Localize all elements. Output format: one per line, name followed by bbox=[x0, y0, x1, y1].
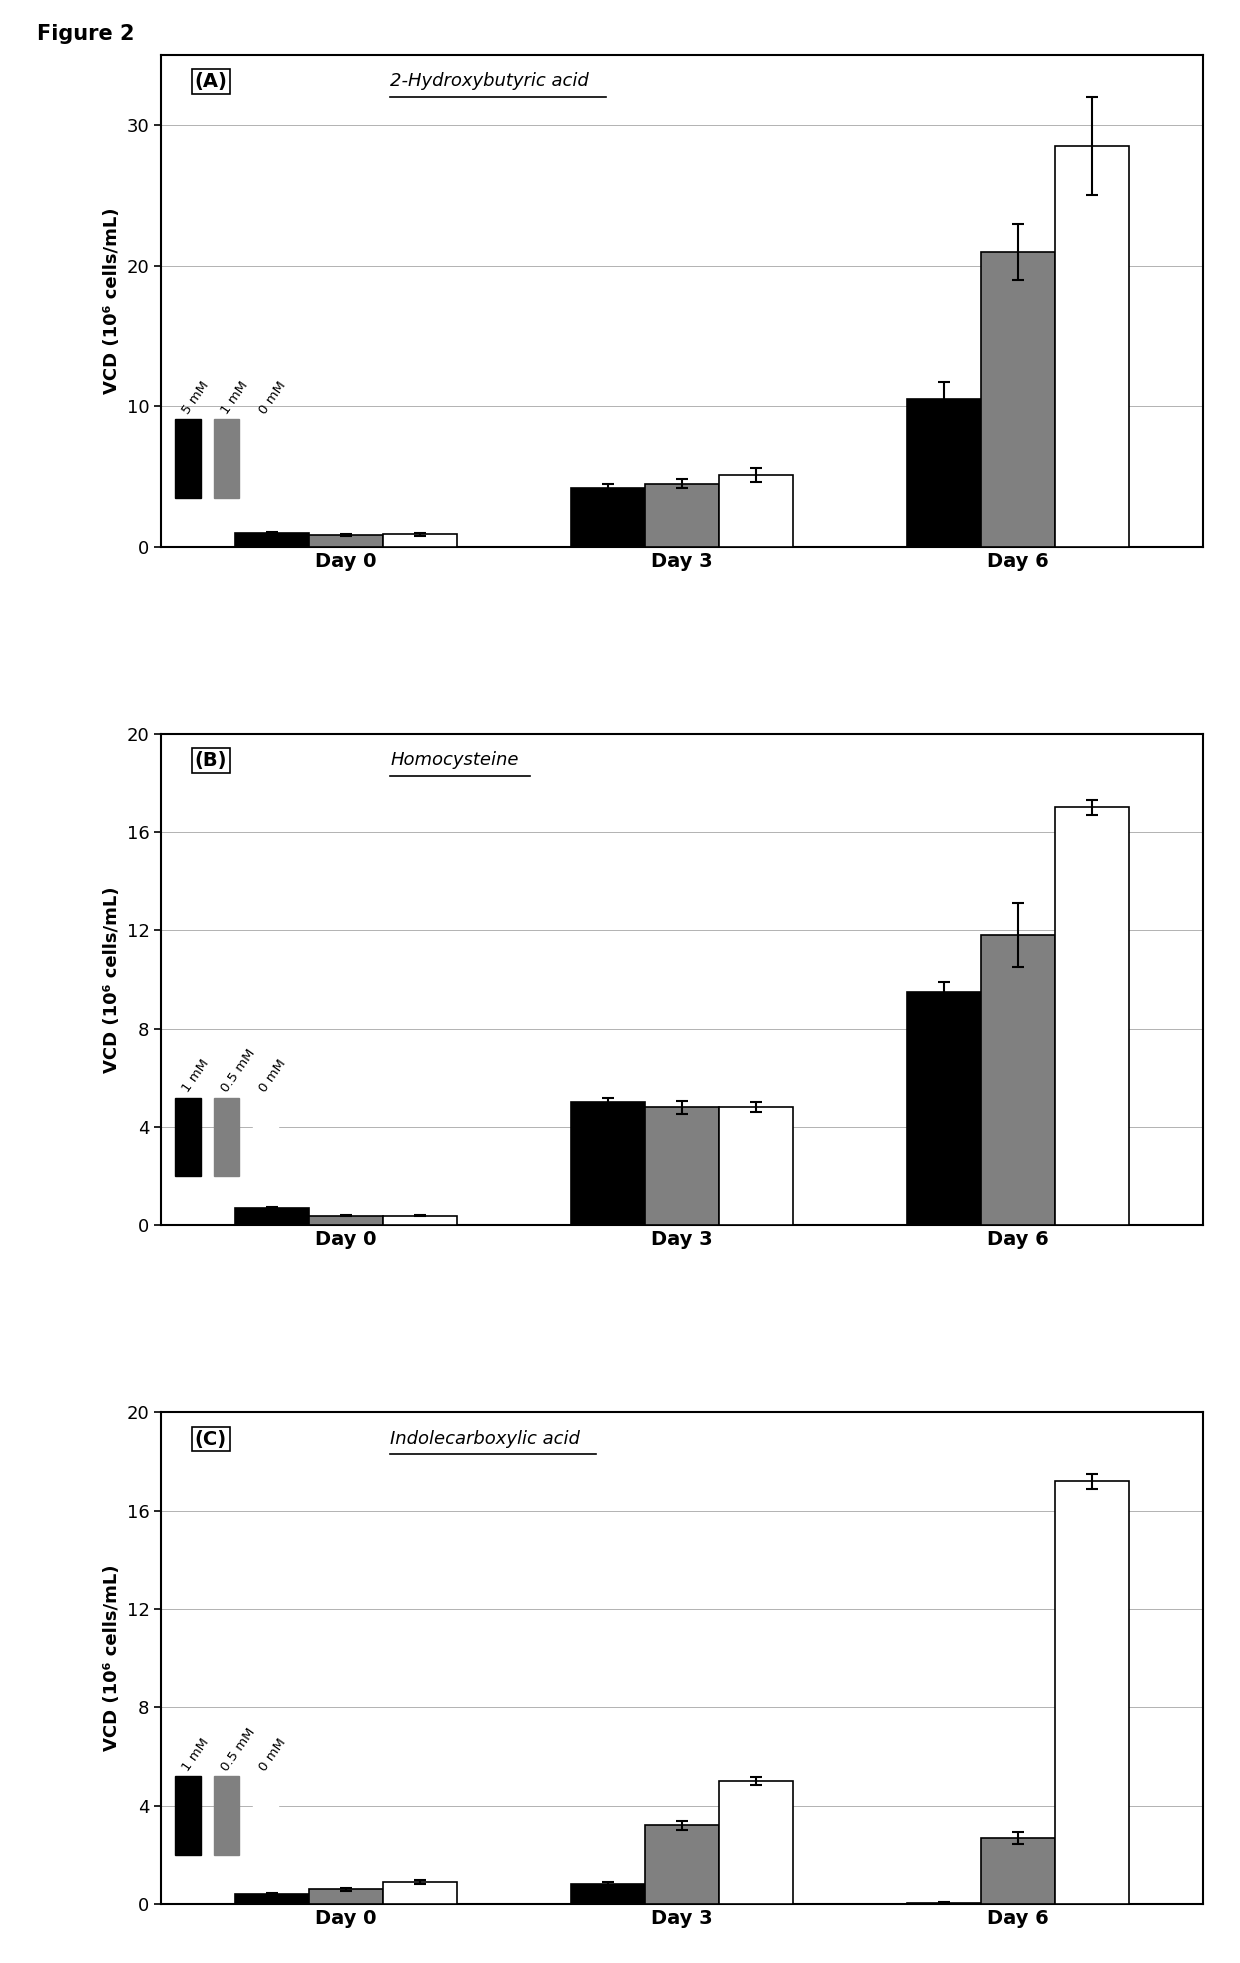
Bar bbox=[215, 1097, 239, 1176]
Bar bbox=[309, 534, 383, 548]
Text: 0.5 mM: 0.5 mM bbox=[218, 1725, 258, 1775]
Bar bbox=[176, 1097, 201, 1176]
Bar bbox=[383, 1883, 456, 1904]
Bar bbox=[645, 483, 719, 548]
Bar bbox=[309, 1888, 383, 1904]
Bar bbox=[908, 398, 981, 548]
Bar bbox=[981, 934, 1055, 1225]
Y-axis label: VCD (10⁶ cells/mL): VCD (10⁶ cells/mL) bbox=[103, 208, 122, 395]
Y-axis label: VCD (10⁶ cells/mL): VCD (10⁶ cells/mL) bbox=[103, 885, 122, 1074]
Bar bbox=[253, 1097, 278, 1176]
Bar bbox=[572, 487, 645, 548]
Bar bbox=[383, 1215, 456, 1225]
Text: 1 mM: 1 mM bbox=[180, 1735, 212, 1775]
Bar bbox=[719, 475, 792, 548]
Text: 0 mM: 0 mM bbox=[257, 379, 289, 416]
Bar bbox=[253, 418, 278, 497]
Bar bbox=[645, 1826, 719, 1904]
Text: 0 mM: 0 mM bbox=[257, 1735, 289, 1775]
Text: 5 mM: 5 mM bbox=[180, 379, 212, 416]
Bar bbox=[1055, 807, 1128, 1225]
Bar bbox=[981, 1837, 1055, 1904]
Text: (A): (A) bbox=[195, 73, 227, 90]
Bar bbox=[236, 1894, 309, 1904]
Bar bbox=[572, 1884, 645, 1904]
Text: Figure 2: Figure 2 bbox=[37, 24, 135, 43]
Bar bbox=[253, 1777, 278, 1855]
Text: 0.5 mM: 0.5 mM bbox=[218, 1046, 258, 1095]
Text: 1 mM: 1 mM bbox=[180, 1058, 212, 1095]
Bar bbox=[645, 1107, 719, 1225]
Bar bbox=[309, 1215, 383, 1225]
Bar bbox=[1055, 1482, 1128, 1904]
Text: 0 mM: 0 mM bbox=[257, 1058, 289, 1095]
Bar bbox=[176, 1777, 201, 1855]
Bar bbox=[383, 534, 456, 548]
Bar bbox=[236, 532, 309, 548]
Bar bbox=[981, 251, 1055, 548]
Bar bbox=[719, 1780, 792, 1904]
Text: (B): (B) bbox=[195, 752, 227, 769]
Bar bbox=[908, 991, 981, 1225]
Text: (C): (C) bbox=[195, 1429, 227, 1449]
Text: Homocysteine: Homocysteine bbox=[391, 752, 518, 769]
Bar bbox=[215, 418, 239, 497]
Bar bbox=[236, 1207, 309, 1225]
Bar bbox=[176, 418, 201, 497]
Bar bbox=[1055, 147, 1128, 548]
Bar bbox=[572, 1103, 645, 1225]
Text: 1 mM: 1 mM bbox=[218, 379, 250, 416]
Bar bbox=[719, 1107, 792, 1225]
Bar bbox=[215, 1777, 239, 1855]
Y-axis label: VCD (10⁶ cells/mL): VCD (10⁶ cells/mL) bbox=[103, 1565, 122, 1751]
Text: 2-Hydroxybutyric acid: 2-Hydroxybutyric acid bbox=[391, 73, 589, 90]
Text: Indolecarboxylic acid: Indolecarboxylic acid bbox=[391, 1429, 580, 1447]
